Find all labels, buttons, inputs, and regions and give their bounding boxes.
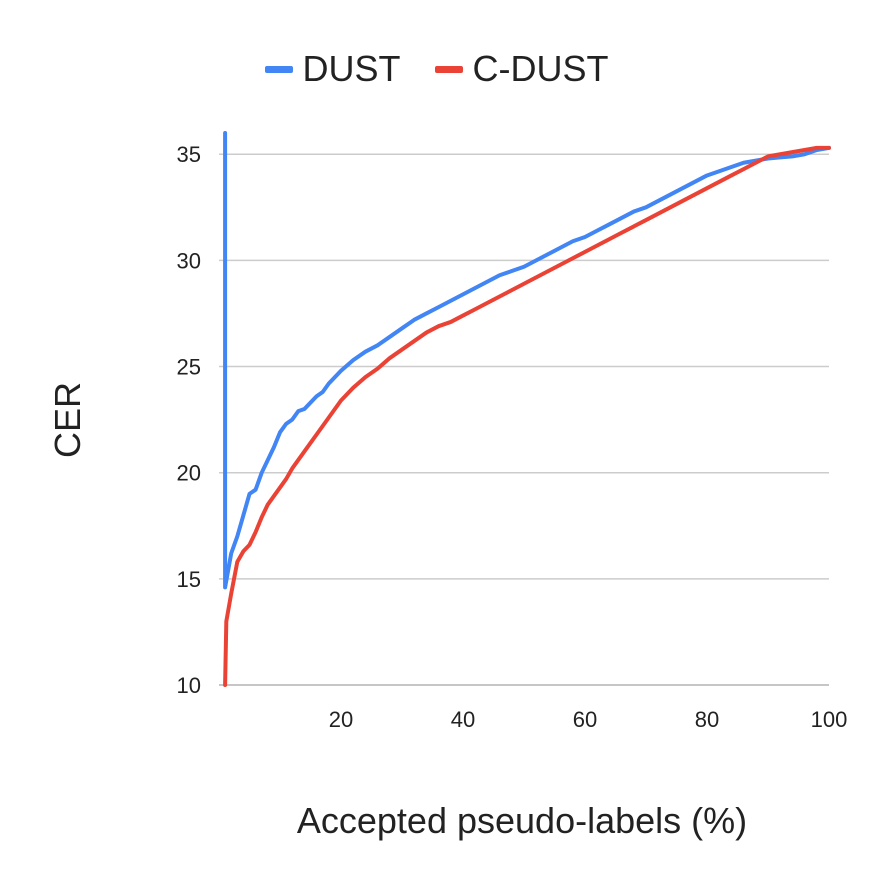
- x-tick-label-40: 40: [451, 707, 475, 732]
- x-tick-label-60: 60: [573, 707, 597, 732]
- legend-item-dust[interactable]: DUST: [264, 48, 401, 90]
- series-lines: [223, 131, 831, 687]
- y-tick-label-20: 20: [177, 461, 201, 486]
- y-tick-label-35: 35: [177, 142, 201, 167]
- x-tick-label-100: 100: [811, 707, 848, 732]
- y-tick-label-30: 30: [177, 248, 201, 273]
- x-tick-label-80: 80: [695, 707, 719, 732]
- series-dust: [223, 131, 831, 590]
- series-line-dust[interactable]: [223, 131, 831, 590]
- legend: DUST C-DUST: [0, 48, 873, 90]
- legend-item-c-dust[interactable]: C-DUST: [434, 48, 609, 90]
- legend-swatch-dust: [264, 65, 293, 73]
- y-tick-label-25: 25: [177, 355, 201, 380]
- x-axis-label: Accepted pseudo-labels (%): [296, 800, 748, 841]
- legend-label-c-dust: C-DUST: [472, 48, 609, 89]
- tick-labels: 10 15 20 25 30 35 20 40 60 80 100: [177, 142, 848, 732]
- x-tick-label-20: 20: [329, 707, 353, 732]
- y-tick-label-10: 10: [177, 673, 201, 698]
- y-tick-label-15: 15: [177, 567, 201, 592]
- legend-label-dust: DUST: [302, 48, 401, 89]
- series-line-c-dust[interactable]: [223, 145, 831, 687]
- legend-swatch-c-dust: [434, 65, 463, 73]
- series-c-dust: [223, 145, 831, 687]
- grid-lines: [219, 153, 829, 686]
